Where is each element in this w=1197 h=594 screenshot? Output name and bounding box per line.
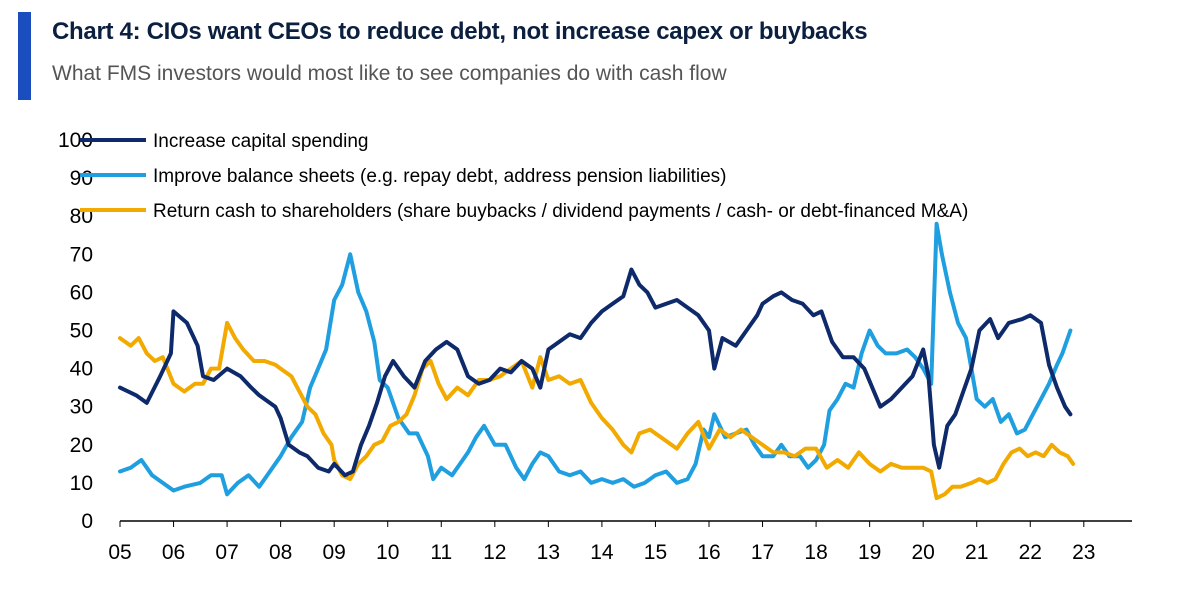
x-tick-label: 15 (644, 541, 667, 564)
y-tick-label: 40 (70, 358, 93, 381)
y-tick-label: 90 (70, 167, 93, 190)
chart-title: Chart 4: CIOs want CEOs to reduce debt, … (52, 18, 868, 45)
y-tick-label: 100 (58, 129, 93, 152)
x-tick-label: 20 (911, 541, 934, 564)
x-tick-label: 21 (965, 541, 988, 564)
x-tick-label: 22 (1019, 541, 1042, 564)
y-tick-label: 70 (70, 243, 93, 266)
legend-label-0: Increase capital spending (153, 131, 368, 152)
y-tick-label: 50 (70, 320, 93, 343)
x-tick-label: 14 (590, 541, 614, 564)
chart-subtitle: What FMS investors would most like to se… (52, 62, 727, 85)
x-tick-label: 17 (751, 541, 774, 564)
x-tick-label: 06 (162, 541, 185, 564)
series-line-1 (118, 221, 1073, 497)
x-tick-label: 19 (858, 541, 881, 564)
series-line-0 (118, 267, 1073, 478)
x-tick-label: 10 (376, 541, 399, 564)
legend-label-1: Improve balance sheets (e.g. repay debt,… (153, 166, 727, 187)
x-tick-label: 13 (537, 541, 560, 564)
legend: Increase capital spending Improve balance… (80, 131, 968, 222)
x-tick-label: 07 (215, 541, 238, 564)
y-tick-label: 0 (81, 510, 93, 533)
x-tick-label: 18 (804, 541, 827, 564)
x-tick-label: 12 (483, 541, 506, 564)
series-line-2 (118, 320, 1076, 501)
x-tick-label: 16 (697, 541, 720, 564)
x-axis-ticks: 05 06 07 08 09 10 11 12 13 14 15 16 17 18 19 20 21 22 23 (108, 521, 1095, 564)
legend-label-2: Return cash to shareholders (share buyba… (153, 201, 968, 222)
y-tick-label: 30 (70, 396, 93, 419)
x-tick-label: 09 (323, 541, 346, 564)
x-tick-label: 05 (108, 541, 131, 564)
accent-bar (18, 12, 31, 100)
y-tick-label: 20 (70, 434, 93, 457)
y-tick-label: 10 (70, 472, 93, 495)
series-lines (118, 221, 1076, 501)
y-tick-label: 60 (70, 281, 93, 304)
x-tick-label: 08 (269, 541, 292, 564)
x-tick-label: 23 (1072, 541, 1095, 564)
x-tick-label: 11 (430, 541, 452, 564)
